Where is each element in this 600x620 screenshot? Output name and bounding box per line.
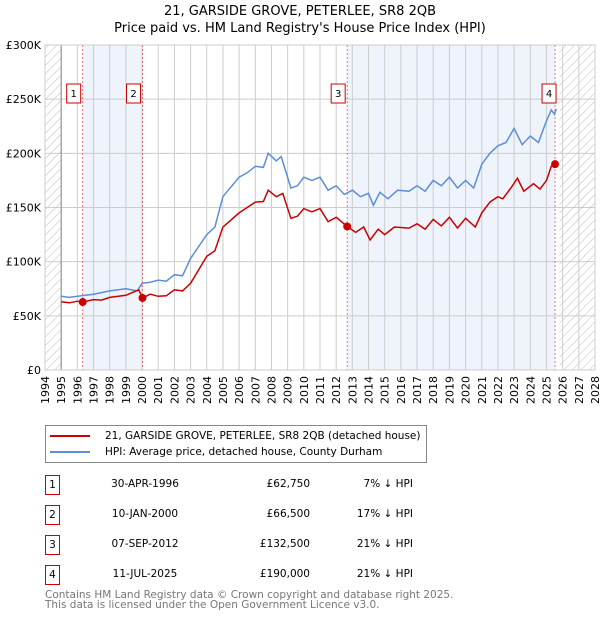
plot-border <box>44 44 596 371</box>
sale-price: £62,750 <box>266 478 310 490</box>
sale-price: £66,500 <box>266 508 310 520</box>
chart-subtitle: Price paid vs. HM Land Registry's House … <box>114 21 486 36</box>
x-tick-label: 2005 <box>217 376 230 404</box>
sale-label: 3 <box>335 89 341 100</box>
legend-label: 21, GARSIDE GROVE, PETERLEE, SR8 2QB (de… <box>105 430 421 442</box>
sale-marker-badge: 2 <box>45 505 60 525</box>
y-tick-label: £50K <box>13 310 42 323</box>
sale-label-box <box>126 83 142 104</box>
x-tick-label: 2022 <box>492 376 505 404</box>
transaction-row: 2 10-JAN-2000 £66,500 17% ↓ HPI <box>45 505 465 525</box>
y-tick-label: £150K <box>6 202 42 215</box>
legend-swatch-blue <box>50 451 90 453</box>
sale-date: 30-APR-1996 <box>111 478 179 490</box>
sale-label: 2 <box>130 89 136 100</box>
x-tick-label: 2021 <box>476 376 489 404</box>
sale-marker-badge: 4 <box>45 565 60 585</box>
sale-date: 10-JAN-2000 <box>111 508 179 520</box>
legend-item-property: 21, GARSIDE GROVE, PETERLEE, SR8 2QB (de… <box>50 428 420 444</box>
sale-price: £132,500 <box>259 538 310 550</box>
x-tick-label: 2010 <box>298 376 311 404</box>
x-tick-label: 1999 <box>120 376 133 404</box>
hpi-diff: 17% ↓ HPI <box>356 508 413 520</box>
x-tick-label: 2009 <box>282 376 295 404</box>
hpi-diff: 7% ↓ HPI <box>363 478 413 490</box>
legend: 21, GARSIDE GROVE, PETERLEE, SR8 2QB (de… <box>45 425 427 463</box>
hpi-diff: 21% ↓ HPI <box>356 538 413 550</box>
x-tick-label: 2027 <box>573 376 586 404</box>
chart-title: 21, GARSIDE GROVE, PETERLEE, SR8 2QB <box>163 4 437 19</box>
transaction-row: 1 30-APR-1996 £62,750 7% ↓ HPI <box>45 475 465 495</box>
x-tick-label: 2003 <box>185 376 198 404</box>
x-tick-label: 2025 <box>540 376 553 404</box>
footer-copyright: Contains HM Land Registry data © Crown c… <box>45 589 454 601</box>
x-tick-label: 2016 <box>395 376 408 404</box>
y-tick-label: £250K <box>6 93 42 106</box>
transaction-row: 3 07-SEP-2012 £132,500 21% ↓ HPI <box>45 535 465 555</box>
x-tick-label: 2002 <box>168 376 181 404</box>
legend-item-hpi: HPI: Average price, detached house, Coun… <box>50 444 382 460</box>
x-tick-label: 2011 <box>314 376 327 404</box>
x-tick-label: 2008 <box>265 376 278 404</box>
sale-point <box>343 222 352 231</box>
x-tick-label: 2023 <box>508 376 521 404</box>
sale-label: 4 <box>546 89 552 100</box>
x-tick-label: 1996 <box>71 376 84 404</box>
sale-label-box <box>66 83 82 104</box>
x-tick-label: 2004 <box>201 376 214 404</box>
sale-label: 1 <box>71 89 77 100</box>
x-tick-label: 2007 <box>249 376 262 404</box>
sale-point <box>551 160 560 169</box>
sale-marker-badge: 3 <box>45 535 60 555</box>
transaction-row: 4 11-JUL-2025 £190,000 21% ↓ HPI <box>45 565 465 585</box>
property-price-line <box>61 163 556 304</box>
hpi-diff: 21% ↓ HPI <box>356 568 413 580</box>
sale-point <box>138 293 147 302</box>
y-tick-label: £200K <box>6 147 42 160</box>
legend-swatch-red <box>50 435 90 437</box>
x-tick-label: 2006 <box>233 376 246 404</box>
x-tick-label: 1997 <box>88 376 101 404</box>
x-tick-label: 2012 <box>330 376 343 404</box>
x-tick-label: 2028 <box>589 376 600 404</box>
legend-label: HPI: Average price, detached house, Coun… <box>105 446 383 458</box>
y-tick-label: £300K <box>6 39 42 52</box>
sale-date: 07-SEP-2012 <box>111 538 179 550</box>
x-tick-label: 2001 <box>152 376 165 404</box>
footer-licence: This data is licensed under the Open Gov… <box>45 599 380 611</box>
x-tick-label: 2017 <box>411 376 424 404</box>
price-chart: 1994 1995 1996 1997 1998 1999 2000 2001 2002 2003… <box>6 39 600 404</box>
x-tick-label: 1995 <box>55 376 68 404</box>
x-tick-label: 2026 <box>557 376 570 404</box>
x-tick-label: 2018 <box>427 376 440 404</box>
sale-point <box>78 298 87 307</box>
x-tick-label: 2013 <box>346 376 359 404</box>
x-tick-label: 1994 <box>39 376 52 404</box>
y-tick-label: £100K <box>6 256 42 269</box>
sale-label-box <box>330 83 346 104</box>
x-tick-label: 2024 <box>524 376 537 404</box>
x-tick-label: 2020 <box>460 376 473 404</box>
hpi-line <box>61 108 557 299</box>
sale-price: £190,000 <box>259 568 310 580</box>
x-tick-label: 2014 <box>363 376 376 404</box>
x-tick-label: 2019 <box>443 376 456 404</box>
x-tick-label: 1998 <box>104 376 117 404</box>
x-tick-label: 2015 <box>379 376 392 404</box>
x-tick-label: 2000 <box>136 376 149 404</box>
sale-label-box <box>541 83 557 104</box>
sale-date: 11-JUL-2025 <box>112 568 178 580</box>
y-tick-label: £0 <box>27 364 41 377</box>
sale-marker-badge: 1 <box>45 475 60 495</box>
